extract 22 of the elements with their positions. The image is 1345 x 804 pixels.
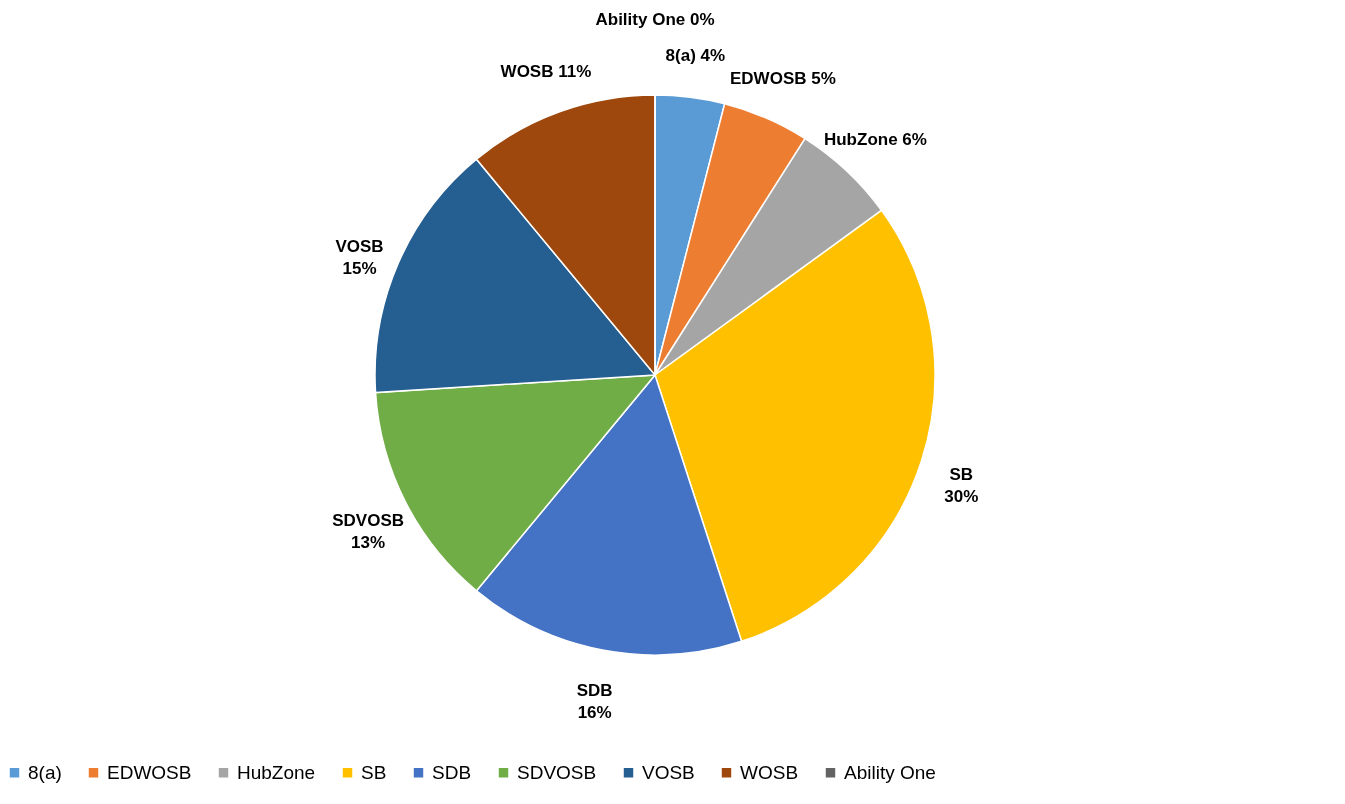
category-label: WOSB 11% (500, 62, 592, 82)
data-label: 15% (342, 259, 377, 279)
data-label: 13% (351, 533, 386, 553)
category-label: Ability One 0% (595, 10, 715, 29)
legend-label: WOSB (740, 761, 799, 783)
category-label: 8(a) 4% (665, 45, 726, 65)
slice-label: VOSB (335, 237, 384, 257)
legend-label: SB (361, 761, 387, 783)
legend-label: HubZone (237, 761, 316, 783)
legend-label: SDB (432, 761, 472, 783)
legend-label: VOSB (642, 761, 695, 783)
legend-label: EDWOSB (107, 761, 192, 783)
category-label: EDWOSB 5% (729, 69, 836, 89)
slice-label: SDB (576, 681, 613, 701)
slice-label: SB (949, 464, 974, 484)
slice-label: SDVOSB (332, 511, 404, 531)
legend-label: 8(a) (28, 761, 62, 783)
category-label: HubZone 6% (823, 130, 927, 150)
data-label: 30% (944, 486, 979, 506)
legend-label: Ability One (844, 761, 936, 783)
legend-label: SDVOSB (517, 761, 597, 783)
data-label: 16% (577, 703, 612, 723)
